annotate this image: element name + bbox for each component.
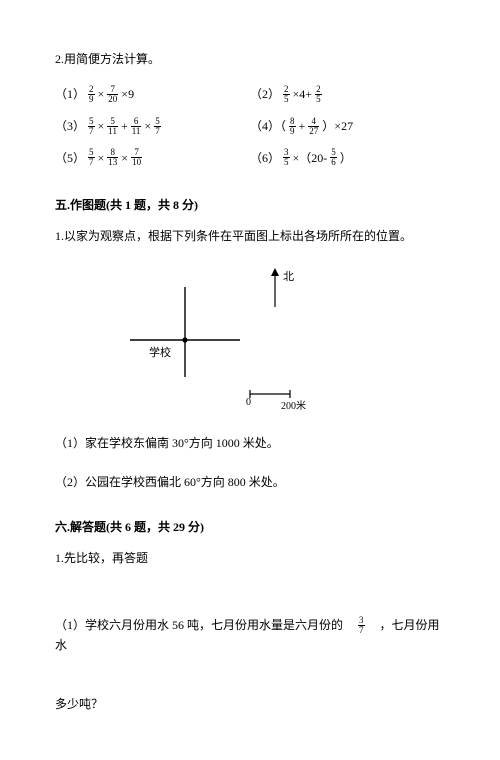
frac: 37 — [358, 616, 365, 635]
calc-3: （3） 57 × 511 + 611 × 57 — [55, 117, 250, 137]
calc-row-1: （1） 29 × 720 ×9 （2） 25 ×4+ 25 — [55, 85, 445, 105]
op: × — [121, 151, 131, 165]
label: （4）（ — [250, 119, 286, 133]
frac: 511 — [107, 117, 118, 136]
tail: ）×27 — [322, 119, 353, 133]
frac: 611 — [131, 117, 142, 136]
label: （1） — [55, 87, 85, 101]
op: + — [121, 119, 131, 133]
figure: 北 学校 0 200米 — [125, 262, 345, 412]
frac: 56 — [330, 148, 337, 167]
calc-2: （2） 25 ×4+ 25 — [250, 85, 445, 105]
scale-val: 200米 — [281, 397, 306, 412]
draw-sub-1: （1）家在学校东偏南 30°方向 1000 米处。 — [55, 434, 445, 451]
op: ×4+ — [293, 87, 316, 101]
label: （2） — [250, 87, 280, 101]
op: × — [98, 119, 108, 133]
calc-6: （6） 35 ×（20- 56 ） — [250, 149, 445, 169]
calc-row-2: （3） 57 × 511 + 611 × 57 （4）（ 89 + 427 ）×… — [55, 117, 445, 137]
north-label: 北 — [283, 268, 294, 284]
answer-q1-head: 1.先比较，再答题 — [55, 549, 445, 566]
op: + — [299, 119, 309, 133]
frac: 57 — [88, 148, 95, 167]
frac: 57 — [154, 117, 161, 136]
figure-svg — [125, 262, 345, 412]
op: ×（20- — [293, 151, 331, 165]
frac: 813 — [107, 148, 118, 167]
op: ×9 — [121, 87, 134, 101]
calc-4: （4）（ 89 + 427 ）×27 — [250, 117, 445, 137]
label: （3） — [55, 119, 85, 133]
section-6-head: 六.解答题(共 6 题，共 29 分) — [55, 518, 445, 535]
draw-sub-2: （2）公园在学校西偏北 60°方向 800 米处。 — [55, 473, 445, 490]
frac: 710 — [131, 148, 142, 167]
school-label: 学校 — [149, 344, 171, 360]
pre-text: （1）学校六月份用水 56 吨，七月份用水量是六月份的 — [55, 618, 355, 632]
op: × — [144, 119, 154, 133]
frac: 427 — [308, 117, 319, 136]
answer-q1-tail: 多少吨？ — [55, 695, 445, 712]
q2-title: 2.用简便方法计算。 — [55, 50, 445, 67]
frac: 29 — [88, 85, 95, 104]
section-5-head: 五.作图题(共 1 题，共 8 分) — [55, 196, 445, 213]
calc-row-3: （5） 57 × 813 × 710 （6） 35 ×（20- 56 ） — [55, 149, 445, 169]
op: × — [98, 151, 108, 165]
frac: 35 — [283, 148, 290, 167]
scale-zero: 0 — [246, 397, 251, 408]
label: （6） — [250, 151, 280, 165]
calc-5: （5） 57 × 813 × 710 — [55, 149, 250, 169]
op: × — [98, 87, 108, 101]
frac: 25 — [283, 85, 290, 104]
draw-question: 1.以家为观察点，根据下列条件在平面图上标出各场所所在的位置。 — [55, 227, 445, 244]
frac: 25 — [315, 85, 322, 104]
frac: 89 — [289, 117, 296, 136]
calc-1: （1） 29 × 720 ×9 — [55, 85, 250, 105]
label: （5） — [55, 151, 85, 165]
frac: 720 — [107, 85, 118, 104]
frac: 57 — [88, 117, 95, 136]
tail: ） — [340, 151, 352, 165]
answer-q1-sub: （1）学校六月份用水 56 吨，七月份用水量是六月份的 37 ，七月份用水 — [55, 616, 445, 653]
